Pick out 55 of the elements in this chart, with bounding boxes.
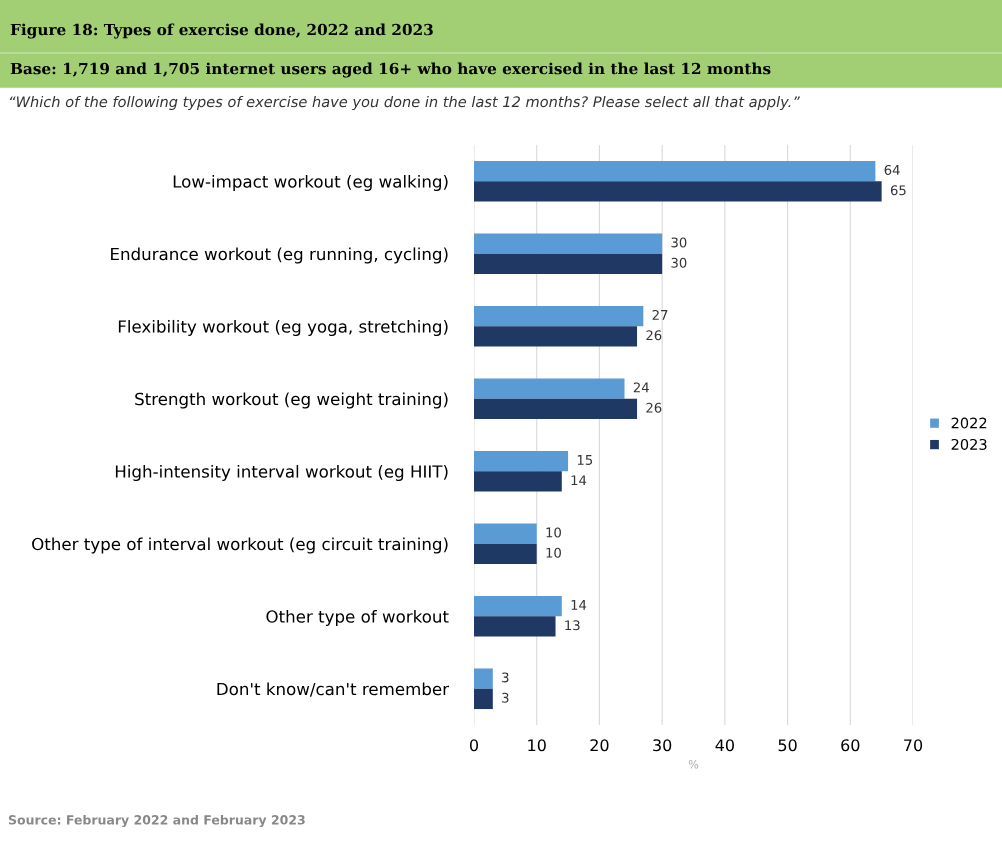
data-label: 14 [571, 475, 587, 486]
bar [474, 668, 493, 689]
y-tick-label: Flexibility workout (eg yoga, stretching) [118, 319, 448, 337]
data-label: 24 [633, 382, 649, 393]
x-tick-label: 0 [469, 739, 479, 752]
y-tick-label: Strength workout (eg weight training) [135, 392, 448, 409]
data-label: 26 [646, 330, 662, 341]
data-label: 10 [546, 547, 561, 558]
x-axis-title: % [688, 760, 699, 769]
bar [474, 595, 562, 617]
x-tick-label: 40 [715, 739, 734, 752]
bar [474, 471, 562, 492]
bar [474, 253, 663, 275]
bar [474, 181, 882, 202]
text: Figure 18: Types of exercise done, 2022 and 2023 [10, 23, 433, 39]
x-tick-label: 70 [904, 739, 923, 752]
data-label: 30 [671, 257, 687, 268]
data-label: 3 [502, 672, 509, 683]
bar [474, 543, 537, 565]
data-label: 3 [502, 692, 509, 703]
x-tick-label: 10 [528, 739, 546, 752]
bar [474, 398, 638, 420]
y-tick-label: Other type of interval workout (eg circuit training) [32, 537, 448, 554]
y-tick-label: High-intensity interval workout (eg HIIT) [115, 464, 448, 482]
x-tick-label: 50 [778, 739, 797, 752]
legend-label: 2023 [951, 438, 987, 450]
data-label: 64 [884, 164, 900, 175]
legend-label: 2022 [951, 417, 987, 429]
data-label: 10 [546, 527, 561, 538]
x-tick-label: 20 [590, 739, 609, 752]
y-tick-label: Other type of workout [266, 609, 449, 627]
data-label: 30 [671, 237, 687, 248]
source-note: Source: February 2022 and February 2023 [8, 814, 305, 828]
bar [474, 688, 493, 710]
data-label: 26 [646, 402, 662, 413]
bar [474, 160, 876, 182]
bar [474, 233, 663, 254]
bar [474, 523, 537, 544]
data-label: 14 [571, 600, 587, 610]
data-label: 15 [577, 455, 593, 465]
x-tick-label: 60 [841, 739, 860, 752]
y-tick-label: Don't know/can't remember [217, 682, 449, 697]
x-tick-label: 30 [653, 739, 672, 752]
bar [474, 326, 638, 347]
data-label: 13 [565, 620, 580, 631]
y-tick-label: Low-impact workout (eg walking) [173, 174, 448, 192]
bar [474, 378, 625, 399]
bar [474, 305, 644, 327]
data-label: 65 [890, 185, 906, 196]
y-tick-label: Endurance workout (eg running, cycling) [111, 247, 448, 264]
data-label: 27 [652, 309, 668, 320]
bar [474, 616, 556, 637]
chart-subtitle: Base: 1,719 and 1,705 internet users aged 16+ who have exercised in the last 12 months [10, 62, 771, 78]
text: “Which of the following types of exercise have you done in the last 12 months? Please select all that apply.” [9, 95, 800, 111]
bar [474, 450, 569, 472]
